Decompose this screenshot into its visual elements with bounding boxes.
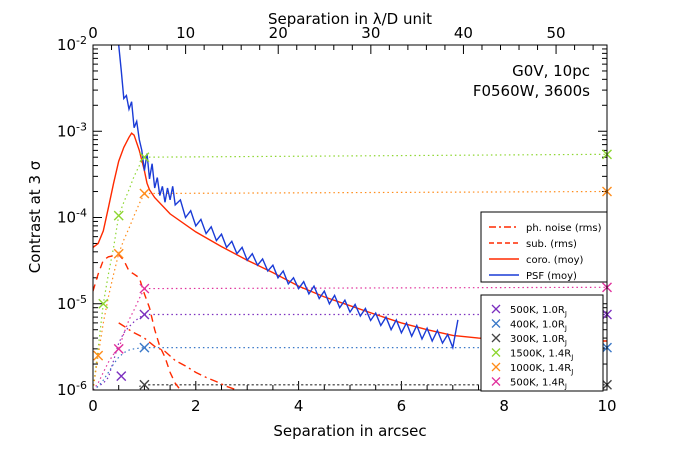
planet-legend-cross (491, 333, 501, 343)
planet-curve-3 (93, 156, 145, 390)
planet-cross-0 (139, 309, 150, 320)
planet-cross-4 (139, 188, 150, 199)
series-legend-label: sub. (rms) (526, 239, 577, 250)
series-legend-label: PSF (moy) (526, 271, 577, 282)
planet-legend-cross (491, 377, 501, 386)
top-tick-labels: 0 10 20 30 40 50 (88, 24, 565, 42)
planet-cross-4 (93, 350, 104, 361)
series-legend-box (480, 211, 608, 283)
planet-cross-4 (113, 248, 124, 259)
planet-legend-box (480, 294, 604, 392)
planet-curve-5 (93, 288, 145, 390)
bottom-tick-labels: 0 2 4 6 8 10 (88, 397, 616, 415)
x2-tick-label: 50 (547, 24, 566, 42)
planet-plateau-5 (144, 286, 607, 290)
annotation-line-2: F0560W, 3600s (473, 82, 590, 100)
planet-plateau-4 (144, 190, 607, 195)
x-tick-label: 10 (597, 397, 616, 415)
planet-legend-cross (491, 348, 501, 357)
planet-cross-5 (113, 343, 124, 354)
planet-legend-label: 1500K, 1.4RJ (510, 349, 573, 362)
y-tick-label: 10-3 (57, 120, 87, 140)
y-tick-label: 10-6 (57, 379, 87, 399)
planet-cross-1 (139, 342, 150, 353)
x-tick-label: 2 (191, 397, 201, 415)
tick-marks (92, 44, 608, 391)
series-lines (93, 45, 607, 390)
planet-curve-4 (93, 193, 145, 390)
y-axis-label: Contrast at 3 σ (26, 160, 44, 273)
planet-cross-5 (139, 283, 150, 294)
planet-cross-3 (98, 298, 109, 309)
series-line-2 (93, 253, 181, 390)
y-tick-label: 10-2 (57, 34, 87, 54)
series-line-0 (93, 132, 607, 342)
series-line-3 (118, 322, 238, 390)
planet-legend-cross (491, 319, 501, 328)
planet-cross-2 (139, 379, 150, 390)
series-legend: ph. noise (rms) sub. (rms) coro. (moy) PSF … (480, 211, 608, 283)
x2-tick-label: 30 (361, 24, 380, 42)
series-legend-label: ph. noise (rms) (526, 223, 602, 234)
planet-legend-cross (491, 304, 501, 314)
planet-legend-label: 400K, 1.0RJ (510, 320, 567, 333)
planet-legend-label: 500K, 1.0RJ (510, 305, 567, 318)
x2-tick-label: 40 (454, 24, 473, 42)
y-tick-label: 10-5 (57, 293, 87, 313)
series-line-1 (118, 45, 459, 351)
planet-plateau-3 (144, 153, 607, 158)
planet-cross-3 (113, 210, 124, 221)
y-tick-labels: 10-6 10-5 10-4 10-3 10-2 (57, 34, 87, 399)
planet-legend-label: 1000K, 1.4RJ (510, 363, 573, 376)
x2-tick-label: 20 (269, 24, 288, 42)
x-tick-label: 6 (397, 397, 407, 415)
series-legend-label: coro. (moy) (526, 255, 583, 266)
planet-legend-label: 500K, 1.4RJ (510, 378, 567, 391)
planet-legend-label: 300K, 1.0RJ (510, 334, 567, 347)
annotation-line-1: G0V, 10pc (512, 62, 590, 80)
x2-tick-label: 0 (88, 24, 98, 42)
planet-curve-0 (93, 313, 145, 390)
x-tick-label: 8 (499, 397, 509, 415)
x2-tick-label: 10 (176, 24, 195, 42)
bottom-axis-label: Separation in arcsec (273, 422, 426, 440)
x-tick-label: 4 (294, 397, 304, 415)
planet-cross-0 (116, 371, 127, 382)
y-tick-label: 10-4 (57, 207, 87, 227)
top-axis-label: Separation in λ/D unit (268, 10, 432, 28)
x-tick-label: 0 (88, 397, 98, 415)
planet-cross-3 (139, 152, 150, 163)
planet-legend-cross (491, 362, 501, 372)
